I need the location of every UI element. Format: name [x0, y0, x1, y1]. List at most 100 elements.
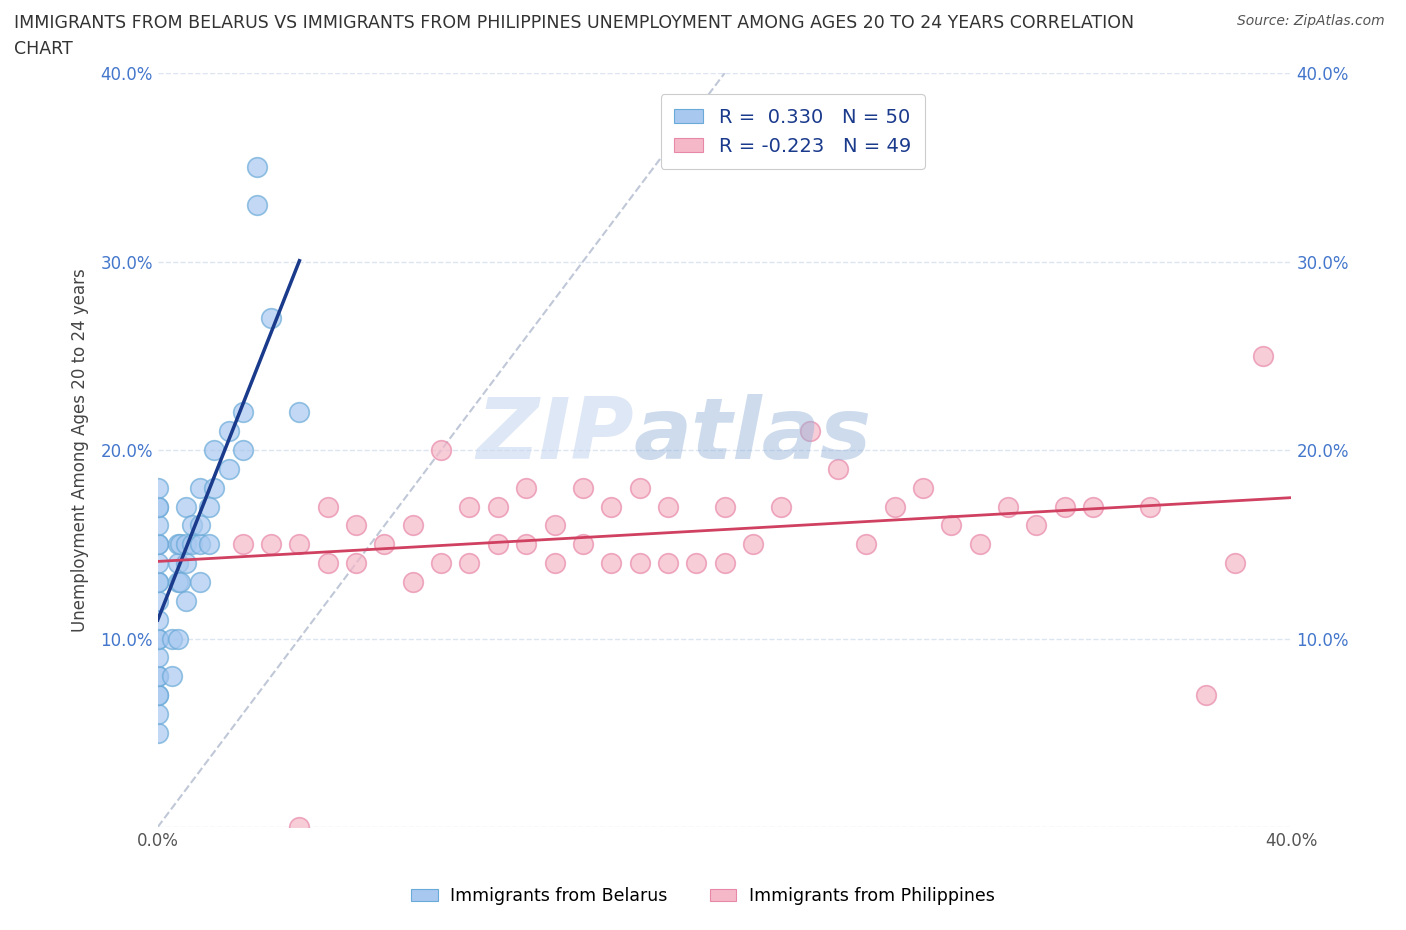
Point — [1081, 499, 1104, 514]
Point — [1025, 518, 1047, 533]
Point — [218, 424, 240, 439]
Point — [197, 537, 219, 551]
Point — [288, 537, 311, 551]
Text: atlas: atlas — [634, 393, 872, 476]
Point — [232, 537, 254, 551]
Point — [146, 612, 169, 627]
Point — [146, 669, 169, 684]
Point — [628, 481, 651, 496]
Point — [458, 556, 481, 571]
Point — [188, 481, 211, 496]
Point — [146, 499, 169, 514]
Point — [288, 405, 311, 419]
Point — [146, 650, 169, 665]
Point — [1139, 499, 1161, 514]
Point — [543, 556, 565, 571]
Point — [799, 424, 821, 439]
Point — [543, 518, 565, 533]
Point — [713, 499, 735, 514]
Point — [246, 198, 269, 213]
Y-axis label: Unemployment Among Ages 20 to 24 years: Unemployment Among Ages 20 to 24 years — [72, 268, 89, 632]
Point — [166, 556, 188, 571]
Point — [188, 537, 211, 551]
Point — [344, 518, 367, 533]
Point — [169, 575, 191, 590]
Point — [202, 481, 225, 496]
Point — [174, 499, 197, 514]
Point — [941, 518, 963, 533]
Point — [911, 481, 934, 496]
Point — [742, 537, 765, 551]
Point — [430, 443, 453, 458]
Point — [316, 556, 339, 571]
Point — [246, 160, 269, 175]
Point — [166, 537, 188, 551]
Point — [685, 556, 707, 571]
Point — [166, 631, 188, 646]
Point — [146, 631, 169, 646]
Point — [188, 575, 211, 590]
Text: ZIP: ZIP — [477, 393, 634, 476]
Point — [260, 311, 283, 325]
Point — [174, 593, 197, 608]
Point — [146, 537, 169, 551]
Point — [146, 481, 169, 496]
Point — [600, 499, 623, 514]
Point — [188, 518, 211, 533]
Point — [657, 556, 679, 571]
Point — [855, 537, 877, 551]
Point — [146, 518, 169, 533]
Point — [486, 537, 509, 551]
Point — [202, 443, 225, 458]
Point — [969, 537, 991, 551]
Point — [657, 499, 679, 514]
Point — [146, 631, 169, 646]
Point — [770, 499, 793, 514]
Point — [1053, 499, 1076, 514]
Point — [1195, 687, 1218, 702]
Legend: Immigrants from Belarus, Immigrants from Philippines: Immigrants from Belarus, Immigrants from… — [405, 880, 1001, 912]
Point — [572, 537, 595, 551]
Point — [883, 499, 905, 514]
Point — [160, 669, 183, 684]
Point — [169, 537, 191, 551]
Point — [713, 556, 735, 571]
Point — [316, 499, 339, 514]
Point — [146, 575, 169, 590]
Point — [1223, 556, 1246, 571]
Point — [827, 461, 849, 476]
Text: IMMIGRANTS FROM BELARUS VS IMMIGRANTS FROM PHILIPPINES UNEMPLOYMENT AMONG AGES 2: IMMIGRANTS FROM BELARUS VS IMMIGRANTS FR… — [14, 14, 1135, 32]
Point — [430, 556, 453, 571]
Point — [146, 725, 169, 740]
Text: Source: ZipAtlas.com: Source: ZipAtlas.com — [1237, 14, 1385, 28]
Text: CHART: CHART — [14, 40, 73, 58]
Point — [146, 707, 169, 722]
Point — [174, 537, 197, 551]
Point — [572, 481, 595, 496]
Point — [174, 556, 197, 571]
Point — [218, 461, 240, 476]
Point — [180, 518, 202, 533]
Point — [146, 556, 169, 571]
Point — [146, 537, 169, 551]
Point — [515, 481, 537, 496]
Point — [146, 499, 169, 514]
Point — [373, 537, 395, 551]
Point — [600, 556, 623, 571]
Point — [180, 537, 202, 551]
Point — [997, 499, 1019, 514]
Point — [402, 518, 425, 533]
Point — [232, 443, 254, 458]
Point — [146, 593, 169, 608]
Point — [288, 819, 311, 834]
Point — [260, 537, 283, 551]
Point — [166, 575, 188, 590]
Point — [146, 669, 169, 684]
Legend: R =  0.330   N = 50, R = -0.223   N = 49: R = 0.330 N = 50, R = -0.223 N = 49 — [661, 94, 925, 169]
Point — [515, 537, 537, 551]
Point — [146, 687, 169, 702]
Point — [402, 575, 425, 590]
Point — [232, 405, 254, 419]
Point — [628, 556, 651, 571]
Point — [344, 556, 367, 571]
